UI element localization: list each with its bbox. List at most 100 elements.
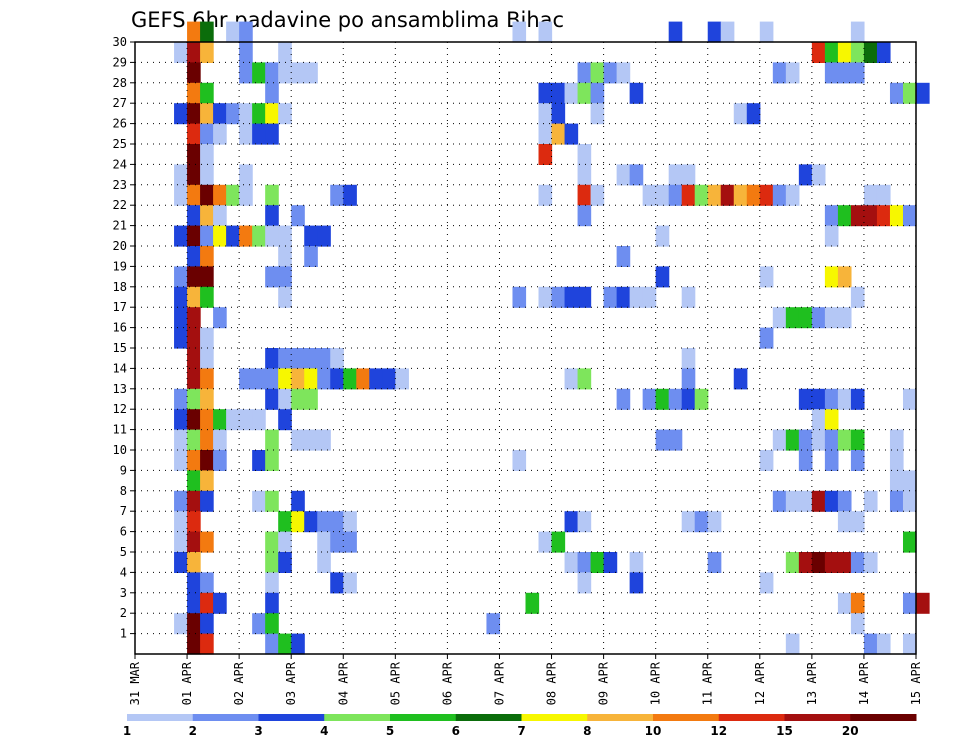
heatmap-cell <box>850 429 865 451</box>
heatmap-cell <box>200 82 214 104</box>
x-tick-label: 13 APR <box>805 661 819 705</box>
y-tick-label: 22 <box>113 198 127 212</box>
heatmap-cell <box>174 327 188 349</box>
heatmap-cell <box>681 388 696 410</box>
heatmap-cell <box>668 388 683 410</box>
heatmap-cell <box>187 388 201 410</box>
heatmap-cell <box>577 205 592 227</box>
y-tick-label: 18 <box>113 280 127 294</box>
heatmap-cell <box>200 470 214 492</box>
y-tick-label: 5 <box>120 545 127 559</box>
heatmap-cell <box>239 225 253 247</box>
heatmap-cell <box>824 42 839 63</box>
heatmap-cell <box>174 613 188 635</box>
heatmap-cell <box>252 450 266 471</box>
heatmap-cell <box>200 205 214 227</box>
heatmap-cell <box>694 511 709 533</box>
colorbar-swatch <box>258 714 325 721</box>
heatmap-cell <box>226 409 240 431</box>
heatmap-cell <box>538 531 553 553</box>
heatmap-cell <box>278 633 292 655</box>
x-tick-label: 10 APR <box>649 661 663 705</box>
heatmap-cell <box>889 490 904 512</box>
heatmap-cell <box>824 409 839 431</box>
heatmap-cell <box>629 164 644 186</box>
heatmap-cell <box>629 82 644 104</box>
y-tick-label: 11 <box>113 423 127 437</box>
y-tick-label: 25 <box>113 137 127 151</box>
heatmap-cell <box>278 531 292 553</box>
y-tick-label: 24 <box>113 157 127 171</box>
heatmap-cell <box>330 572 344 594</box>
colorbar-swatch <box>324 714 391 721</box>
heatmap-cell <box>200 286 214 308</box>
heatmap-cell <box>590 82 605 104</box>
heatmap-cell <box>512 286 527 308</box>
heatmap-cell <box>200 409 214 431</box>
heatmap-cell <box>798 490 813 512</box>
heatmap-cell <box>187 348 201 369</box>
heatmap-cell <box>252 225 266 247</box>
heatmap-cell <box>863 205 878 227</box>
heatmap-cell <box>577 82 592 104</box>
heatmap-cell <box>655 184 670 206</box>
heatmap-cell <box>863 633 878 655</box>
heatmap-cell <box>577 62 592 84</box>
heatmap-cell <box>772 62 787 84</box>
heatmap-cell <box>902 592 917 614</box>
x-tick-label: 08 APR <box>545 661 559 705</box>
heatmap-cell <box>681 348 696 369</box>
heatmap-cell <box>174 184 188 206</box>
heatmap-cell <box>187 123 201 145</box>
heatmap-cell <box>564 511 579 533</box>
heatmap-cell <box>837 205 852 227</box>
heatmap-cell <box>200 123 214 145</box>
heatmap-cell <box>252 490 266 512</box>
heatmap-cell <box>174 552 188 573</box>
heatmap-cell <box>655 388 670 410</box>
heatmap-cell <box>720 184 735 206</box>
heatmap-cell <box>278 511 292 533</box>
heatmap-cell <box>174 103 188 125</box>
heatmap-cell <box>681 184 696 206</box>
heatmap-cell <box>200 42 214 63</box>
heatmap-cell <box>187 552 201 573</box>
heatmap-cell <box>200 572 214 594</box>
heatmap-cell <box>291 388 305 410</box>
heatmap-cell <box>265 388 279 410</box>
heatmap-cell <box>668 429 683 451</box>
colorbar-swatch <box>127 714 194 721</box>
heatmap-cell <box>668 164 683 186</box>
heatmap-cell <box>772 490 787 512</box>
heatmap-cell <box>616 286 631 308</box>
heatmap-cell <box>551 286 566 308</box>
heatmap-cell <box>187 409 201 431</box>
heatmap-cell <box>837 42 852 63</box>
heatmap-cell <box>876 205 891 227</box>
heatmap-cell <box>811 429 826 451</box>
heatmap-cell <box>265 633 279 655</box>
heatmap-cell <box>291 429 305 451</box>
heatmap-cell <box>187 470 201 492</box>
heatmap-cell <box>252 123 266 145</box>
heatmap-cell <box>226 225 240 247</box>
heatmap-cell <box>226 103 240 125</box>
heatmap-cell <box>187 103 201 125</box>
heatmap-cell <box>187 368 201 390</box>
heatmap-cell <box>759 450 774 471</box>
heatmap-cell <box>291 633 305 655</box>
colorbar-label: 8 <box>583 724 591 738</box>
heatmap-cell <box>837 429 852 451</box>
x-tick-label: 31 MAR <box>128 661 142 705</box>
heatmap-cell <box>252 368 266 390</box>
heatmap-cell <box>187 82 201 104</box>
heatmap-cell <box>304 368 318 390</box>
y-tick-label: 3 <box>120 586 127 600</box>
heatmap-cell <box>304 62 318 84</box>
y-tick-label: 15 <box>113 341 127 355</box>
heatmap-cell <box>551 82 566 104</box>
y-tick-label: 8 <box>120 484 127 498</box>
heatmap-cell <box>278 42 292 63</box>
heatmap-cell <box>174 286 188 308</box>
heatmap-cell <box>174 42 188 63</box>
